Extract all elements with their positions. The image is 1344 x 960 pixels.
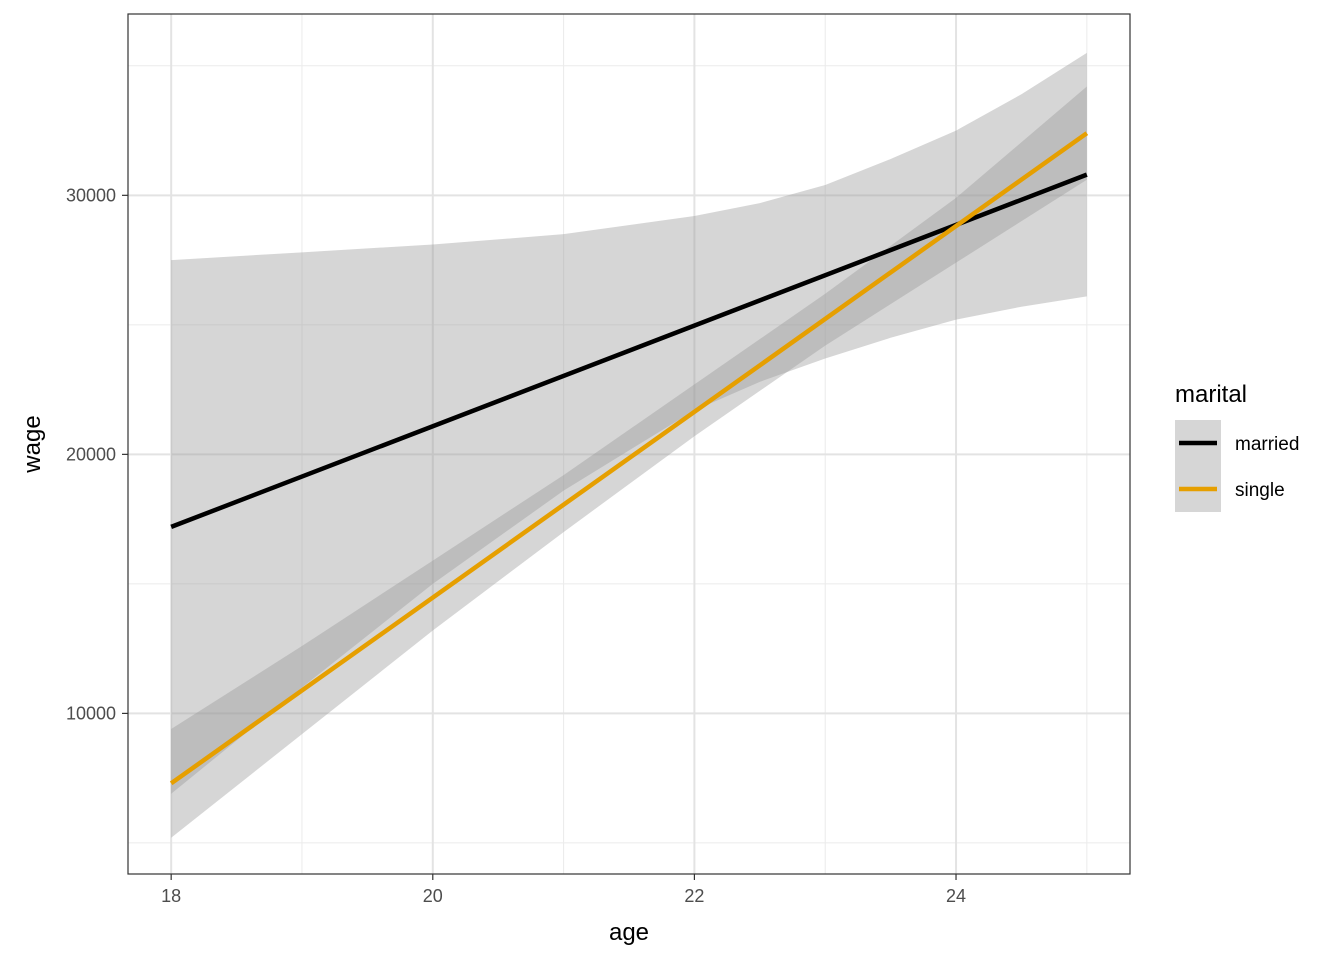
y-axis-title: wage [19,415,46,473]
confidence-bands [171,52,1087,838]
x-tick-label: 24 [946,886,966,906]
confidence-band-single [171,86,1087,838]
x-tick-label: 20 [423,886,443,906]
x-axis-title: age [609,919,649,946]
legend-label: married [1235,434,1299,455]
x-tick-label: 22 [684,886,704,906]
confidence-band-married [171,52,1087,794]
legend-label: single [1235,480,1285,501]
y-axis: 10000 20000 30000 [66,185,128,723]
panel-border [127,13,1131,875]
legend: marital married single [1175,381,1299,512]
x-tick-label: 18 [161,886,181,906]
y-tick-label: 20000 [66,444,116,464]
y-tick-label: 30000 [66,185,116,205]
grid [128,14,1130,874]
legend-title: marital [1175,381,1247,408]
series-line-single [169,131,1089,786]
series-line-married [170,172,1088,529]
series-lines [169,131,1089,786]
y-tick-label: 10000 [66,703,116,723]
x-axis: 18 20 22 24 [161,874,966,906]
